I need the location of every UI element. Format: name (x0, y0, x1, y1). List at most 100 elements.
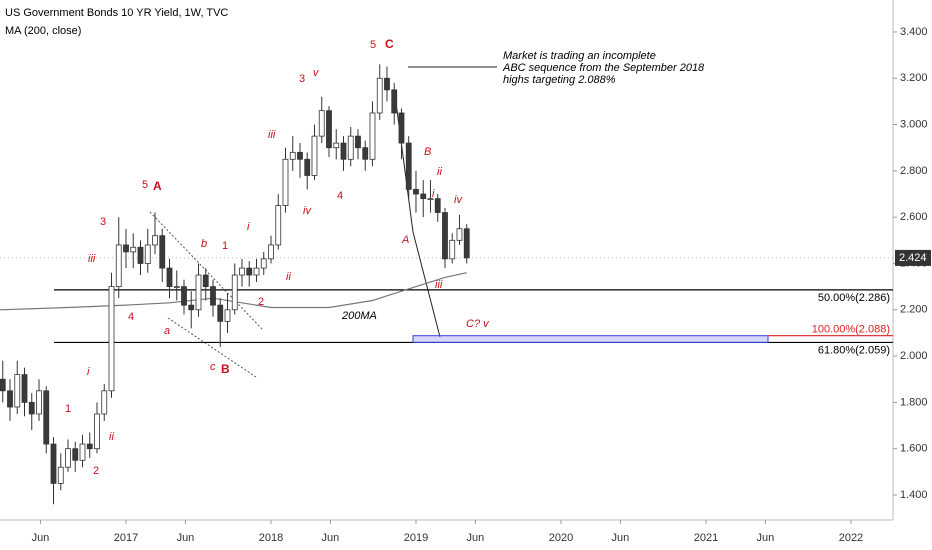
y-tick-label: 3.400 (900, 26, 928, 38)
wave-label: 5 (370, 39, 376, 51)
wave-line (412, 231, 441, 338)
wave-label: C? v (466, 318, 490, 330)
candle-body (94, 413, 100, 450)
candle-body (268, 244, 274, 260)
candle-body (326, 110, 332, 149)
candle-body (181, 286, 187, 306)
wave-label: 1 (65, 403, 71, 415)
candle-body (21, 374, 28, 403)
candle-body (456, 228, 463, 241)
wave-label: 2 (258, 296, 264, 308)
candle-body (239, 267, 245, 276)
wave-label: iv (454, 194, 463, 206)
candle-body (434, 198, 441, 213)
wave-label: 4 (337, 190, 343, 202)
candle-body (304, 158, 311, 176)
candle-body (7, 390, 13, 408)
candle-body (152, 235, 158, 246)
candle-body (340, 142, 347, 160)
y-tick-label: 1.400 (900, 489, 928, 501)
candle-body (420, 193, 427, 200)
candle-body (14, 374, 21, 408)
wave-label: 3 (299, 73, 305, 85)
candle-body (369, 112, 376, 160)
ma-label: 200MA (341, 310, 377, 322)
candle-body (144, 244, 151, 264)
wave-label: c (210, 361, 216, 373)
candle-body (86, 443, 93, 450)
channel-line (149, 211, 264, 331)
wave-label: 4 (128, 311, 134, 323)
fib-level-label: 100.00%(2.088) (812, 324, 890, 336)
x-tick-label: 2022 (839, 532, 863, 544)
candle-body (384, 77, 390, 91)
note-text: highs targeting 2.088% (503, 74, 616, 86)
wave-label: A (401, 234, 409, 246)
candle-body (427, 198, 434, 201)
y-tick-label: 1.800 (900, 396, 928, 408)
x-tick-label: 2019 (404, 532, 428, 544)
candle-body (57, 466, 64, 484)
wave-label: v (313, 67, 320, 79)
candle-body (65, 448, 71, 468)
x-tick-label: Jun (177, 532, 195, 544)
candle-body (413, 188, 419, 195)
wave-label: ii (437, 166, 442, 178)
candle-body (391, 89, 398, 114)
wave-label: ii (109, 431, 114, 443)
candle-body (253, 267, 260, 276)
chart-subtitle: MA (200, close) (5, 25, 81, 37)
candle-body (115, 244, 122, 288)
y-tick-label: 2.200 (900, 304, 928, 316)
candle-body (202, 274, 209, 288)
marks (0, 64, 893, 505)
candle-body (195, 274, 202, 311)
candle-body (137, 246, 144, 264)
candle-body (224, 309, 231, 322)
wave-label: i (432, 188, 435, 200)
candle-body (36, 390, 42, 415)
candle-body (166, 267, 173, 288)
x-tick-label: Jun (467, 532, 485, 544)
wave-label: ii (286, 271, 291, 283)
candle-body (282, 158, 289, 206)
x-tick-label: Jun (612, 532, 630, 544)
x-tick-label: Jun (322, 532, 340, 544)
wave-label: iii (268, 129, 276, 141)
candle-body (246, 267, 253, 276)
wave-label: C (385, 37, 394, 51)
wave-label: 3 (100, 216, 106, 228)
wave-label: i (87, 366, 90, 378)
wave-label: b (201, 238, 207, 250)
candle-body (405, 142, 412, 190)
candle-body (311, 135, 318, 176)
wave-label: iii (435, 279, 443, 291)
wave-label: iv (303, 205, 312, 217)
grid (0, 0, 897, 524)
wave-label: iii (88, 253, 96, 265)
fib-level-label: 50.00%(2.286) (818, 292, 890, 304)
candle-body (28, 401, 35, 415)
candle-body (188, 304, 195, 311)
candle-body (130, 246, 137, 253)
candle-body (297, 151, 303, 160)
moving-average (0, 272, 467, 311)
y-tick-label: 1.600 (900, 443, 928, 455)
channel-line (167, 317, 257, 378)
x-tick-label: Jun (757, 532, 775, 544)
y-tick-label: 2.000 (900, 350, 928, 362)
candle-body (123, 244, 129, 253)
y-tick-label: 2.800 (900, 165, 928, 177)
candle-body (318, 110, 325, 137)
wave-line (394, 94, 414, 233)
wave-label: 1 (222, 240, 228, 252)
x-tick-label: 2020 (549, 532, 573, 544)
wave-label: a (164, 325, 170, 337)
candle-body (72, 448, 79, 461)
candle-body (217, 304, 224, 322)
candle-body (449, 239, 456, 260)
candle-body (210, 286, 216, 306)
candle-body (108, 286, 115, 392)
